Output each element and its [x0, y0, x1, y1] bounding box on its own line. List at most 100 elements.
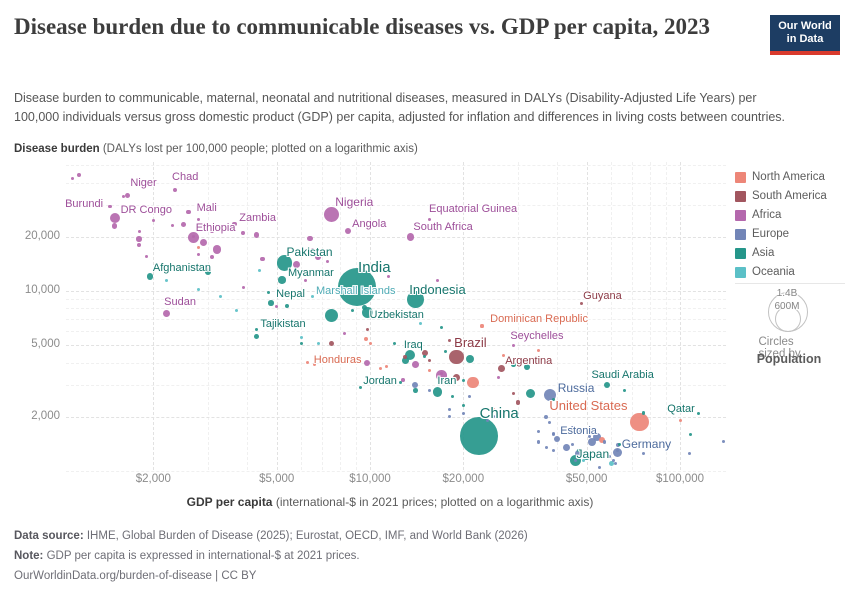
data-point-laos[interactable]: [351, 308, 355, 312]
data-point-new-zealand[interactable]: [582, 458, 586, 462]
data-point-latvia[interactable]: [548, 421, 552, 425]
data-point-malta[interactable]: [587, 435, 591, 439]
data-point-thailand[interactable]: [465, 354, 475, 364]
data-point-mozambique[interactable]: [111, 222, 118, 229]
country-label-afghanistan[interactable]: Afghanistan: [152, 261, 212, 274]
data-point-bolivia[interactable]: [365, 327, 370, 332]
data-point-germany[interactable]: [613, 447, 623, 457]
data-point-uzbekistan[interactable]: [361, 304, 368, 311]
data-point-madagascar[interactable]: [136, 236, 142, 242]
data-point-micronesia[interactable]: [234, 308, 238, 312]
data-point-qatar[interactable]: [697, 412, 701, 416]
country-label-pakistan[interactable]: Pakistan: [286, 245, 333, 260]
data-point-equatorial-guinea[interactable]: [427, 217, 431, 221]
country-label-niger[interactable]: Niger: [130, 177, 157, 190]
data-point-cameroon[interactable]: [253, 232, 260, 238]
data-point-central-african-republic[interactable]: [71, 177, 75, 181]
footer-url[interactable]: OurWorldinData.org/burden-of-disease | C…: [14, 570, 257, 582]
data-point-sri-lanka[interactable]: [412, 388, 418, 393]
data-point-kenya[interactable]: [292, 260, 301, 269]
data-point-rwanda[interactable]: [206, 265, 210, 270]
data-point-niger[interactable]: [124, 192, 130, 198]
data-point-namibia[interactable]: [387, 275, 391, 279]
data-point-oman[interactable]: [551, 397, 555, 401]
data-point-switzerland[interactable]: [641, 452, 645, 456]
legend-item-north-america[interactable]: North America: [735, 171, 827, 183]
data-point-cote-d-ivoire[interactable]: [307, 236, 313, 242]
data-point-chad[interactable]: [172, 187, 178, 192]
data-point-bahrain[interactable]: [600, 401, 604, 405]
data-point-greece[interactable]: [537, 440, 541, 444]
country-label-burundi[interactable]: Burundi: [65, 198, 104, 211]
owid-logo[interactable]: Our World in Data: [770, 15, 840, 55]
legend-item-south-america[interactable]: South America: [735, 190, 827, 202]
data-point-chile[interactable]: [515, 400, 521, 405]
country-label-china[interactable]: China: [479, 405, 519, 423]
data-point-bahamas[interactable]: [537, 348, 541, 352]
country-label-jordan[interactable]: Jordan: [363, 374, 397, 387]
data-point-honduras[interactable]: [306, 361, 310, 365]
data-point-serbia[interactable]: [486, 419, 490, 423]
data-point-poland[interactable]: [553, 436, 560, 443]
data-point-liberia[interactable]: [137, 229, 141, 233]
data-point-mongolia[interactable]: [423, 355, 427, 359]
data-point-myanmar[interactable]: [278, 276, 286, 284]
data-point-norway[interactable]: [653, 446, 657, 450]
country-label-zambia[interactable]: Zambia: [239, 212, 276, 225]
data-point-lebanon[interactable]: [398, 381, 402, 385]
data-point-slovakia[interactable]: [537, 430, 541, 434]
data-point-pakistan[interactable]: [276, 255, 293, 271]
data-point-finland[interactable]: [598, 465, 601, 469]
country-label-saudi-arabia[interactable]: Saudi Arabia: [591, 369, 654, 382]
data-point-burundi[interactable]: [108, 204, 112, 209]
data-point-azerbaijan[interactable]: [443, 350, 447, 354]
country-label-qatar[interactable]: Qatar: [667, 402, 695, 415]
data-point-venezuela[interactable]: [328, 340, 334, 347]
data-point-china[interactable]: [460, 417, 499, 456]
data-point-senegal[interactable]: [260, 257, 265, 262]
data-point-uganda[interactable]: [199, 239, 207, 247]
country-label-myanmar[interactable]: Myanmar: [287, 267, 334, 280]
data-point-bhutan[interactable]: [393, 342, 397, 346]
country-label-angola[interactable]: Angola: [352, 218, 387, 231]
data-point-comoros[interactable]: [241, 285, 245, 289]
data-point-yemen[interactable]: [204, 268, 211, 275]
country-label-nigeria[interactable]: Nigeria: [335, 194, 374, 209]
data-point-mali[interactable]: [186, 209, 192, 215]
country-label-iraq[interactable]: Iraq: [403, 338, 423, 351]
data-point-kazakhstan[interactable]: [511, 362, 516, 367]
data-point-belgium[interactable]: [602, 440, 607, 444]
data-point-eritrea[interactable]: [144, 255, 148, 259]
data-point-djibouti[interactable]: [304, 278, 308, 282]
country-label-indonesia[interactable]: Indonesia: [409, 282, 466, 298]
data-point-peru[interactable]: [421, 350, 428, 357]
country-label-russia[interactable]: Russia: [557, 380, 595, 395]
data-point-portugal[interactable]: [551, 448, 555, 453]
data-point-seychelles[interactable]: [511, 343, 515, 347]
data-point-sierra-leone[interactable]: [151, 219, 155, 223]
legend-item-oceania[interactable]: Oceania: [735, 266, 827, 278]
data-point-maldives[interactable]: [461, 404, 465, 408]
data-point-barbados[interactable]: [427, 369, 431, 373]
data-point-algeria[interactable]: [411, 361, 419, 368]
data-point-afghanistan[interactable]: [146, 273, 154, 280]
data-point-lithuania[interactable]: [570, 425, 574, 429]
data-point-vanuatu[interactable]: [219, 295, 223, 299]
data-point-dr-congo[interactable]: [109, 212, 120, 223]
data-point-sweden[interactable]: [607, 455, 611, 459]
data-point-benin[interactable]: [241, 231, 246, 235]
data-point-united-states[interactable]: [630, 412, 649, 431]
data-point-vietnam[interactable]: [405, 350, 416, 361]
country-label-india[interactable]: India: [358, 259, 391, 277]
data-point-costa-rica[interactable]: [491, 407, 495, 411]
data-point-jordan[interactable]: [358, 386, 362, 390]
country-label-argentina[interactable]: Argentina: [505, 354, 553, 367]
data-point-cambodia[interactable]: [284, 303, 290, 308]
country-label-honduras[interactable]: Honduras: [313, 353, 362, 366]
country-label-united-states[interactable]: United States: [549, 397, 628, 413]
country-label-south-africa[interactable]: South Africa: [413, 220, 473, 233]
data-point-israel[interactable]: [576, 448, 580, 453]
data-point-guinea-bissau[interactable]: [170, 224, 174, 228]
data-point-guinea[interactable]: [210, 229, 215, 234]
data-point-dominican-republic[interactable]: [480, 324, 484, 328]
